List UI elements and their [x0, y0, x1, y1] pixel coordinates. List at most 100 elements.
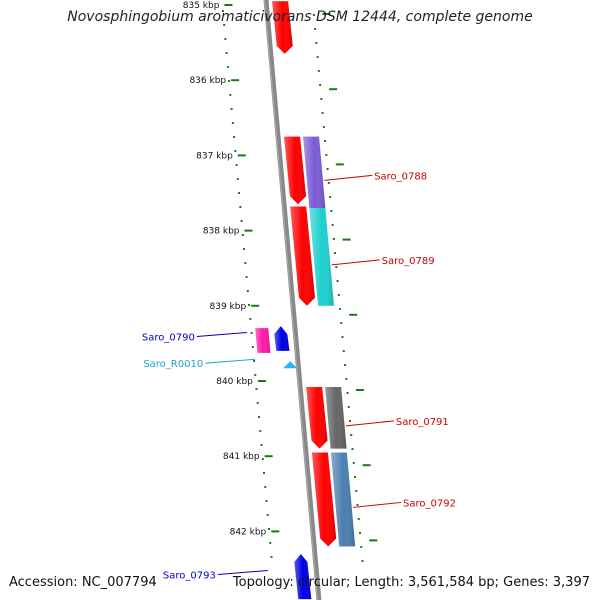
minor-tick: [327, 182, 330, 184]
minor-tick: [249, 318, 252, 320]
Saro_0790-feature-shade: [274, 326, 290, 351]
major-tick: [335, 163, 344, 166]
gene-label: Saro_0792: [403, 498, 456, 509]
minor-tick: [339, 308, 342, 310]
major-tick: [264, 455, 273, 458]
minor-tick: [357, 518, 360, 520]
label-leader-line: [331, 259, 380, 266]
minor-tick: [312, 14, 315, 16]
minor-tick: [322, 126, 325, 128]
minor-tick: [261, 458, 264, 460]
major-tick: [237, 154, 246, 157]
major-tick: [244, 229, 253, 232]
tick-label: 839 kbp: [210, 302, 247, 312]
minor-tick: [320, 98, 323, 100]
minor-tick: [329, 196, 332, 198]
minor-tick: [245, 276, 248, 278]
minor-tick: [241, 234, 244, 236]
orf-a-feature-shade: [272, 1, 293, 54]
minor-tick: [256, 402, 259, 404]
minor-tick: [345, 378, 348, 380]
tick-label: 838 kbp: [203, 227, 240, 237]
minor-tick: [361, 560, 364, 562]
tick-label: 841 kbp: [223, 452, 260, 462]
minor-tick: [315, 42, 318, 44]
minor-tick: [340, 322, 343, 324]
genome-backbone: [263, 0, 322, 600]
Saro_0788-feature-shade: [303, 136, 326, 209]
major-tick: [349, 313, 358, 316]
gene-label: Saro_0789: [382, 256, 435, 267]
minor-tick: [270, 556, 273, 558]
minor-tick: [314, 28, 317, 30]
accession-text: Accession: NC_007794: [9, 575, 157, 590]
major-tick: [251, 304, 260, 307]
gene-label: Saro_0790: [142, 333, 195, 344]
major-tick: [271, 530, 280, 533]
minor-tick: [335, 266, 338, 268]
minor-tick: [346, 392, 349, 394]
minor-tick: [319, 84, 322, 86]
Saro_0792-feature-shade: [330, 452, 356, 547]
minor-tick: [221, 10, 224, 12]
minor-tick: [347, 406, 350, 408]
label-leader-line: [324, 174, 373, 181]
genome-summary: Topology: circular; Length: 3,561,584 bp…: [232, 575, 590, 590]
minor-tick: [336, 280, 339, 282]
minor-tick: [354, 476, 357, 478]
minor-tick: [246, 290, 249, 292]
minor-tick: [350, 434, 353, 436]
label-leader-line: [196, 332, 247, 338]
Saro_0790-companion-shade: [255, 328, 271, 353]
feature-labels: Saro_0788 Saro_0789 Saro_0790 Saro_R0010 Sar…: [142, 171, 456, 581]
gene-label: Saro_0791: [396, 417, 449, 428]
gene-label: Saro_0793: [163, 571, 216, 582]
minor-tick: [250, 332, 253, 334]
minor-tick: [317, 70, 320, 72]
minor-tick: [238, 192, 241, 194]
major-tick: [322, 13, 331, 15]
minor-tick: [358, 532, 361, 534]
minor-tick: [251, 346, 254, 348]
Saro_R0010-feature: [283, 361, 298, 369]
minor-tick: [341, 336, 344, 338]
tick-label: 840 kbp: [216, 377, 253, 387]
orf-b-feature-shade: [284, 136, 307, 205]
minor-tick: [260, 444, 263, 446]
minor-tick: [240, 220, 243, 222]
minor-tick: [231, 122, 234, 124]
minor-tick: [230, 108, 233, 110]
minor-tick: [349, 420, 352, 422]
minor-tick: [239, 206, 242, 208]
minor-tick: [326, 168, 329, 170]
minor-tick: [266, 514, 269, 516]
major-tick: [369, 539, 378, 542]
tick-label: 837 kbp: [196, 151, 233, 161]
minor-tick: [233, 136, 236, 138]
minor-tick: [324, 140, 327, 142]
minor-tick: [258, 416, 261, 418]
minor-tick: [352, 462, 355, 464]
major-tick: [224, 4, 233, 6]
minor-tick: [254, 374, 257, 376]
minor-tick: [355, 490, 358, 492]
minor-tick: [243, 248, 246, 250]
major-tick: [362, 464, 371, 467]
major-tick: [329, 88, 338, 91]
backbone-line: [263, 0, 322, 600]
minor-tick: [334, 252, 337, 254]
minor-tick: [259, 430, 262, 432]
minor-tick: [244, 262, 247, 264]
map-title: Novosphingobium aromaticivorans DSM 1244…: [67, 9, 533, 25]
gene-label: Saro_R0010: [143, 359, 203, 370]
orf-e-feature-shade: [311, 452, 337, 547]
tick-label: 842 kbp: [230, 527, 267, 537]
minor-tick: [269, 542, 272, 544]
minor-tick: [263, 472, 266, 474]
minor-tick: [225, 52, 228, 54]
minor-tick: [342, 350, 345, 352]
minor-tick: [228, 80, 231, 82]
orf-d-feature-shade: [306, 387, 328, 449]
gene-label: Saro_0788: [374, 171, 427, 182]
minor-tick: [321, 112, 324, 114]
